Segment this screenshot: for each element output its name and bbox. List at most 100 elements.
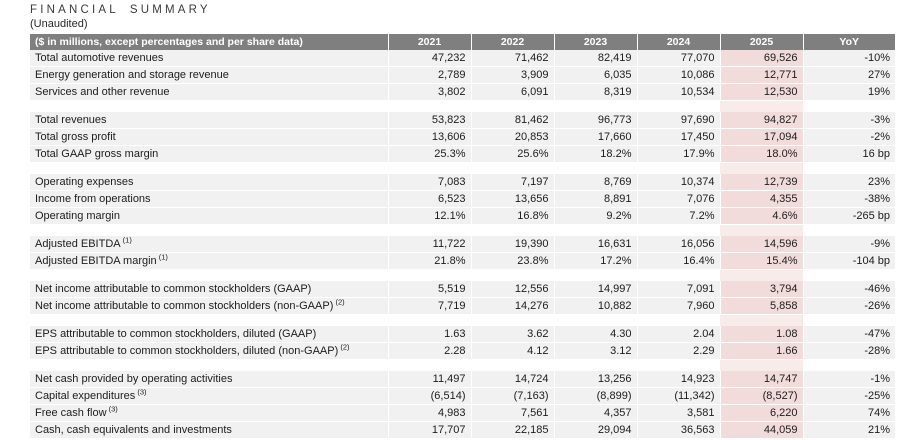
- spacer-cell: [30, 269, 388, 281]
- table-row: Total GAAP gross margin 25.3% 25.6% 18.2% 17…: [30, 145, 895, 163]
- cell-yoy: -46%: [802, 281, 895, 298]
- row-label: Total revenues: [30, 112, 388, 129]
- spacer-cell: [30, 100, 388, 112]
- cell-2022: 16.8%: [470, 207, 554, 225]
- spacer-cell: [388, 269, 471, 281]
- spacer-cell: [30, 162, 388, 174]
- table-row: Free cash flow (3) 4,983 7,561 4,357 3,581 6,…: [30, 404, 895, 422]
- spacer-cell: [388, 359, 471, 371]
- spacer-cell: [637, 359, 720, 371]
- table-row: Total automotive revenues 47,232 71,462 82,…: [30, 50, 895, 67]
- spacer-cell: [30, 224, 388, 236]
- cell-2023: 8,891: [553, 190, 637, 208]
- cell-2025: 12,530: [719, 83, 803, 101]
- table-row: Energy generation and storage revenue 2,7…: [30, 66, 895, 84]
- cell-2023: 4.30: [553, 326, 637, 343]
- cell-2023: 13,256: [553, 371, 637, 388]
- row-label: Total GAAP gross margin: [30, 145, 388, 163]
- row-label: Adjusted EBITDA (1): [30, 236, 388, 253]
- cell-yoy: -10%: [802, 50, 895, 67]
- cell-2024: 7,960: [636, 297, 720, 315]
- footnote-marker: (2): [338, 342, 350, 352]
- cell-2021: 2,789: [387, 66, 471, 84]
- cell-2024: 16,056: [636, 236, 720, 253]
- cell-2024: 10,534: [636, 83, 720, 101]
- cell-2025: 44,059: [719, 421, 803, 439]
- footnote-marker: (1): [156, 252, 168, 262]
- cell-2024: 14,923: [636, 371, 720, 388]
- cell-2024: 2.29: [636, 342, 720, 360]
- cell-yoy: -265 bp: [802, 207, 895, 225]
- header-year-2024: 2024: [636, 34, 720, 50]
- spacer-cell: [388, 162, 471, 174]
- footnote-marker: (1): [120, 236, 132, 245]
- spacer-cell: [471, 359, 554, 371]
- cell-yoy: 21%: [802, 421, 895, 439]
- cell-2022: 13,656: [470, 190, 554, 208]
- cell-2023: 17.2%: [553, 252, 637, 270]
- row-label: Energy generation and storage revenue: [30, 66, 388, 84]
- table-row: Operating margin 12.1% 16.8% 9.2% 7.2% 4.6% -2…: [30, 207, 895, 225]
- cell-2024: 17.9%: [636, 145, 720, 163]
- row-label: Cash, cash equivalents and investments: [30, 421, 388, 439]
- cell-2025: 12,739: [719, 174, 803, 191]
- cell-2022: 81,462: [470, 112, 554, 129]
- cell-2025: 18.0%: [719, 145, 803, 163]
- row-label: EPS attributable to common stockholders,…: [30, 326, 388, 343]
- cell-2022: 3,909: [470, 66, 554, 84]
- spacer-cell: [554, 162, 637, 174]
- cell-yoy: -104 bp: [802, 252, 895, 270]
- cell-2023: 8,769: [553, 174, 637, 191]
- highlight-gap-cell: [720, 314, 803, 326]
- cell-2021: 53,823: [387, 112, 471, 129]
- cell-2022: (7,163): [470, 387, 554, 405]
- spacer-cell: [637, 224, 720, 236]
- spacer-cell: [471, 269, 554, 281]
- cell-yoy: -25%: [802, 387, 895, 405]
- cell-2023: 4,357: [553, 404, 637, 422]
- spacer-cell: [803, 100, 895, 112]
- spacer-cell: [554, 359, 637, 371]
- spacer-cell: [388, 100, 471, 112]
- spacer-cell: [637, 100, 720, 112]
- cell-2022: 3.62: [470, 326, 554, 343]
- spacer-cell: [637, 269, 720, 281]
- table-row: Adjusted EBITDA margin (1) 21.8% 23.8% 17.2…: [30, 252, 895, 270]
- table-row: Adjusted EBITDA (1) 11,722 19,390 16,631 16,…: [30, 236, 895, 253]
- header-caption: ($ in millions, except percentages and p…: [30, 34, 388, 50]
- header-year-2022: 2022: [470, 34, 554, 50]
- cell-2023: 9.2%: [553, 207, 637, 225]
- row-label: EPS attributable to common stockholders,…: [30, 342, 388, 360]
- header-yoy: YoY: [802, 34, 895, 50]
- cell-2021: 7,083: [387, 174, 471, 191]
- spacer-cell: [803, 162, 895, 174]
- spacer-cell: [30, 359, 388, 371]
- cell-2022: 19,390: [470, 236, 554, 253]
- cell-2024: 7,076: [636, 190, 720, 208]
- cell-2024: 36,563: [636, 421, 720, 439]
- spacer-cell: [637, 314, 720, 326]
- cell-2025: 1.66: [719, 342, 803, 360]
- row-label: Capital expenditures (3): [30, 387, 388, 405]
- cell-2021: 5,519: [387, 281, 471, 298]
- cell-2025: 14,747: [719, 371, 803, 388]
- table-body: Total automotive revenues 47,232 71,462 82,…: [30, 50, 895, 439]
- spacer-cell: [388, 224, 471, 236]
- cell-2025: 17,094: [719, 128, 803, 146]
- cell-2023: (8,899): [553, 387, 637, 405]
- row-label: Income from operations: [30, 190, 388, 208]
- cell-2022: 23.8%: [470, 252, 554, 270]
- cell-2024: 10,086: [636, 66, 720, 84]
- cell-2024: 7.2%: [636, 207, 720, 225]
- cell-yoy: 19%: [802, 83, 895, 101]
- spacer-cell: [471, 162, 554, 174]
- footnote-marker: (3): [106, 404, 118, 414]
- header-year-2023: 2023: [553, 34, 637, 50]
- spacer-cell: [471, 100, 554, 112]
- spacer-cell: [803, 314, 895, 326]
- cell-2025: (8,527): [719, 387, 803, 405]
- cell-2025: 14,596: [719, 236, 803, 253]
- spacer-row: [30, 269, 895, 281]
- cell-2021: 1.63: [387, 326, 471, 343]
